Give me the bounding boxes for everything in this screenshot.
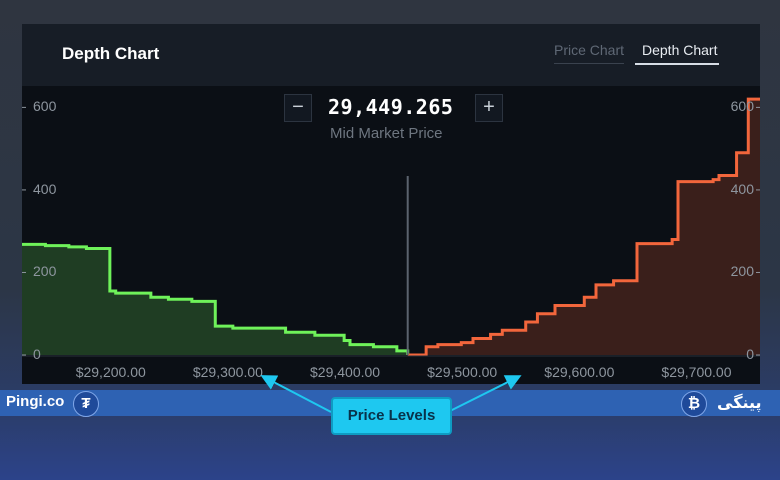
bitcoin-icon: ₿ [681, 391, 707, 417]
y-tick-label-r: 400 [730, 180, 754, 197]
y-tick-label-l: 400 [33, 180, 57, 197]
depth-plot-area: 600 600 400 400 200 200 0 0 $29,200.00 $29,300.0… [22, 86, 760, 384]
x-tick-label: $29,300.00 [192, 364, 263, 380]
mid-market-price-value: 29,449.265 [328, 95, 454, 119]
zoom-out-button[interactable]: − [284, 94, 312, 122]
tether-icon: ₮ [73, 391, 99, 417]
zoom-in-button[interactable]: + [475, 94, 503, 122]
tab-depth-chart[interactable]: Depth Chart [635, 42, 720, 65]
asks-line [407, 97, 760, 357]
tab-price-chart[interactable]: Price Chart [554, 42, 625, 64]
y-tick-label-l: 200 [33, 263, 57, 280]
bids-line [22, 242, 410, 355]
footer-brand-right: پینگی [717, 395, 762, 412]
x-tick-label: $29,200.00 [75, 364, 146, 380]
asks-area [407, 99, 760, 355]
x-tick-label: $29,600.00 [544, 364, 615, 380]
panel-header: Depth Chart Price Chart Depth Chart [22, 24, 760, 86]
x-tick-label: $29,500.00 [427, 364, 498, 380]
x-tick-label: $29,700.00 [661, 364, 732, 380]
y-tick-label-l: 0 [33, 346, 41, 362]
y-tick-label-r: 0 [746, 346, 754, 362]
footer-brand-left: Pingi.co [6, 393, 65, 410]
bids-area [22, 244, 408, 355]
panel-title: Depth Chart [62, 44, 160, 63]
price-levels-callout: Price Levels [331, 397, 452, 435]
y-tick-label-r: 600 [730, 98, 754, 115]
y-tick-label-l: 600 [33, 98, 57, 115]
mid-market-price-label: Mid Market Price [330, 125, 443, 142]
y-tick-label-r: 200 [730, 263, 754, 280]
depth-chart-panel: Depth Chart Price Chart Depth Chart 600 6… [22, 24, 760, 384]
depth-chart-svg [22, 97, 760, 357]
x-tick-label: $29,400.00 [310, 364, 381, 380]
